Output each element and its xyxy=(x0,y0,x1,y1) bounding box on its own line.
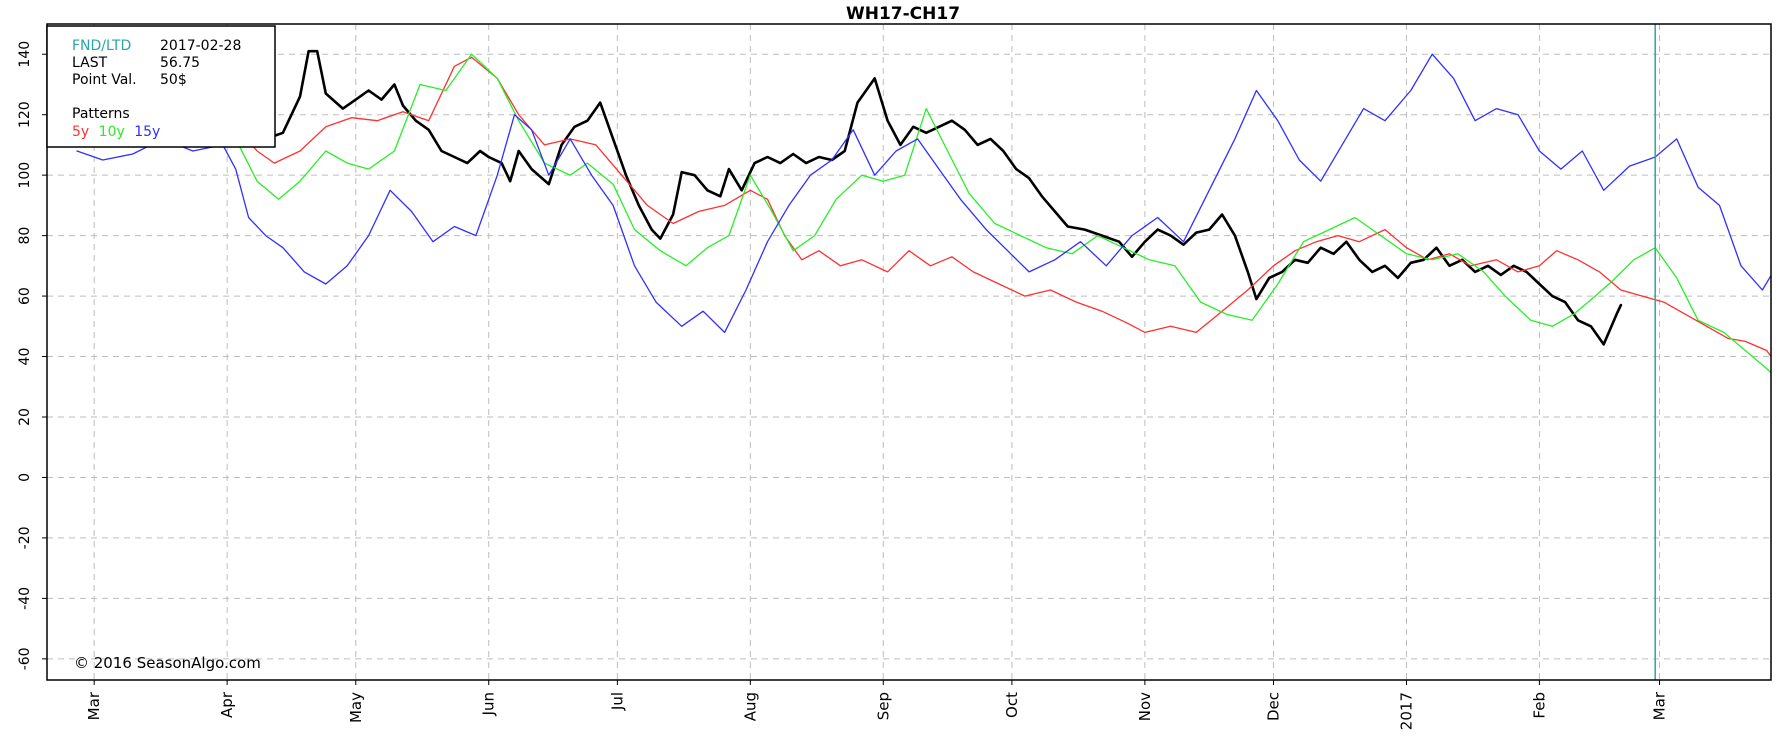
x-tick-label: Aug xyxy=(741,692,759,721)
fnd-value: 2017-02-28 xyxy=(160,38,241,54)
series-line-15y xyxy=(76,53,1771,334)
y-tick-label: 140 xyxy=(17,41,33,68)
series-line-current xyxy=(264,49,1623,346)
last-value: 56.75 xyxy=(160,55,200,71)
patterns-label: Patterns xyxy=(72,106,130,122)
x-tick-label: Mar xyxy=(85,691,103,720)
series-layer xyxy=(76,24,1771,680)
info-box-frame xyxy=(46,25,276,148)
legend-5y: 5y xyxy=(72,124,89,140)
x-tick-label: Mar xyxy=(1650,691,1668,720)
y-tick-label: 40 xyxy=(17,348,33,366)
x-tick-label: 2017 xyxy=(1397,692,1415,730)
y-tick-label: 80 xyxy=(17,227,33,245)
x-tick-label: Sep xyxy=(874,692,892,720)
point-value-label: Point Val. xyxy=(72,72,137,88)
x-tick-label: Oct xyxy=(1003,692,1021,718)
y-tick-label: -60 xyxy=(17,647,33,670)
series-line-10y xyxy=(76,53,1771,374)
x-tick-label: Jun xyxy=(480,692,498,716)
y-tick-label: -20 xyxy=(17,526,33,549)
x-tick-label: May xyxy=(347,692,365,723)
x-tick-label: Apr xyxy=(218,691,236,718)
copyright-text: © 2016 SeasonAlgo.com xyxy=(74,654,261,672)
y-tick-label: 100 xyxy=(17,162,33,189)
legend-15y: 15y xyxy=(134,124,160,140)
y-tick-label: 0 xyxy=(17,473,33,482)
grid-layer xyxy=(47,24,1771,680)
x-tick-label: Feb xyxy=(1530,692,1548,719)
x-tick-label: Dec xyxy=(1265,692,1283,721)
info-box: FND/LTD 2017-02-28 LAST 56.75 Point Val.… xyxy=(46,25,276,148)
point-value-value: 50$ xyxy=(160,72,187,88)
x-tick-label: Jul xyxy=(608,692,626,711)
y-tick-label: 20 xyxy=(17,408,33,426)
y-tick-label: 120 xyxy=(17,101,33,128)
y-tick-label: 60 xyxy=(17,287,33,305)
axis-layer: 140 120 100 80 60 40 20 0 -20 -40 -60 Mar Apr May Jun J… xyxy=(17,41,1668,730)
chart-title: WH17-CH17 xyxy=(846,4,960,24)
legend-10y: 10y xyxy=(99,124,125,140)
series-line-5y xyxy=(76,56,1771,358)
last-label: LAST xyxy=(72,55,108,71)
fnd-label: FND/LTD xyxy=(72,38,131,54)
x-tick-label: Nov xyxy=(1136,692,1154,721)
y-tick-label: -40 xyxy=(17,587,33,610)
legend-entries: 5y 10y 15y xyxy=(72,124,160,140)
plot-frame xyxy=(46,23,1772,681)
